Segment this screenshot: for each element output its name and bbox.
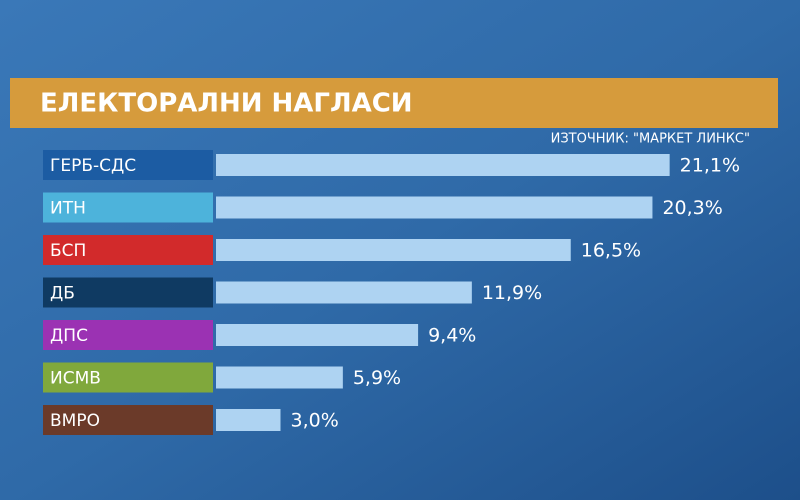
value-label: 20,3% [662, 197, 722, 219]
category-label: БСП [50, 241, 86, 261]
label-box [43, 150, 213, 180]
bar [216, 366, 343, 389]
label-box [43, 362, 213, 393]
label-box [43, 235, 213, 265]
value-label: 21,1% [680, 155, 740, 177]
label-box [43, 320, 213, 350]
category-label: ГЕРБ-СДС [50, 156, 136, 176]
bar [216, 281, 472, 304]
source: ИЗТОЧНИК: "МАРКЕТ ЛИНКС" [551, 132, 750, 147]
chart-title: ЕЛЕКТОРАЛНИ НАГЛАСИ [40, 89, 413, 119]
bar [216, 324, 419, 346]
bar [216, 196, 653, 219]
title-bar [10, 78, 778, 128]
bar [216, 239, 571, 261]
category-label: ИСМВ [50, 369, 101, 389]
value-label: 9,4% [428, 325, 476, 347]
label-box [43, 277, 213, 308]
value-label: 5,9% [353, 367, 401, 389]
bar [216, 154, 670, 176]
category-label: ВМРО [50, 411, 100, 431]
bar [216, 409, 281, 431]
value-label: 11,9% [482, 282, 542, 304]
category-label: ДПС [50, 326, 88, 346]
value-label: 16,5% [581, 240, 641, 262]
category-label: ИТН [50, 199, 86, 219]
value-label: 3,0% [291, 410, 339, 432]
category-label: ДБ [50, 284, 75, 304]
label-box [43, 405, 213, 435]
label-box [43, 192, 213, 223]
